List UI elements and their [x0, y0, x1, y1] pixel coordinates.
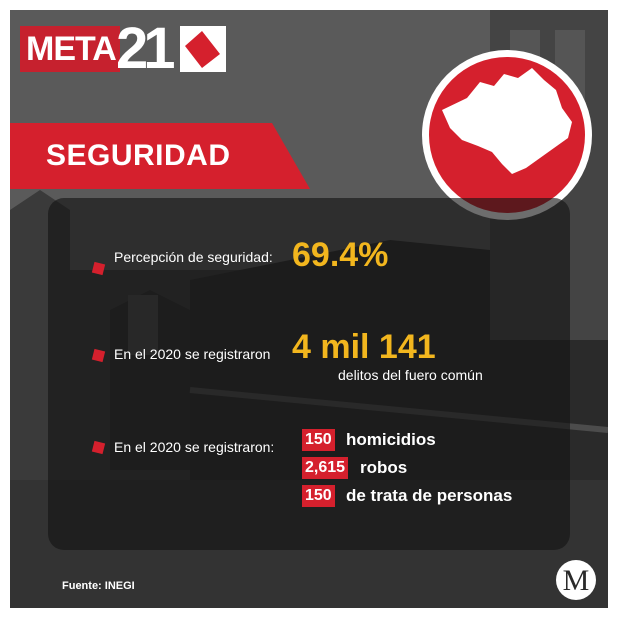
logo-meta-text: META: [20, 26, 120, 72]
perception-value: 69.4%: [292, 236, 389, 274]
robberies-label: robos: [360, 458, 408, 477]
infographic: META 21 SEGURIDAD Percepción de segurida…: [10, 10, 608, 608]
state-map-badge: [422, 50, 592, 220]
crimes-sublabel: delitos del fuero común: [338, 367, 483, 383]
homicides-label: homicidios: [346, 430, 436, 449]
source-note: Fuente: INEGI: [62, 580, 135, 592]
homicides-value: 150: [302, 429, 335, 451]
logo-square-icon: [180, 26, 226, 72]
meta21-logo: META 21: [20, 16, 226, 81]
crimes-label: En el 2020 se registraron: [114, 346, 271, 362]
section-title: SEGURIDAD: [46, 139, 231, 172]
perception-label: Percepción de seguridad:: [114, 249, 273, 265]
trafficking-label: de trata de personas: [346, 486, 513, 505]
milenio-logo: M: [556, 560, 596, 600]
section-banner: [10, 123, 310, 189]
state-map-icon: [442, 68, 572, 174]
crimes-value: 4 mil 141: [292, 328, 436, 366]
robberies-value: 2,615: [302, 457, 349, 479]
breakdown-label: En el 2020 se registraron:: [114, 439, 275, 455]
logo-number-text: 21: [116, 16, 176, 81]
trafficking-value: 150: [302, 485, 335, 507]
